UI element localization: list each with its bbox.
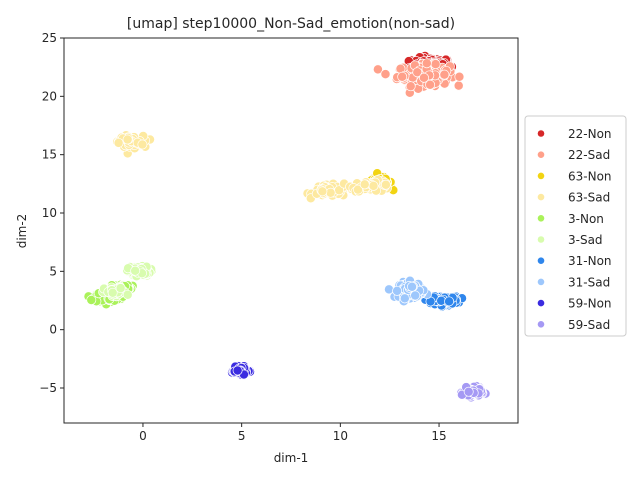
data-point (113, 137, 124, 148)
series-22-Sad (372, 58, 465, 98)
x-tick-label: 5 (238, 429, 246, 443)
data-point (130, 265, 141, 276)
data-point (115, 283, 126, 294)
data-point (86, 295, 97, 305)
legend-marker (537, 320, 545, 329)
chart-title: [umap] step10000_Non-Sad_emotion(non-sad… (127, 16, 455, 32)
legend: 22-Non 22-Sad 63-Non 63-Sad 3-Non 3-Sad 31-Non… (524, 115, 627, 337)
legend-label: 63-Non (568, 169, 612, 183)
y-tick-label: 10 (42, 206, 57, 220)
y-tick-label: 5 (49, 264, 57, 278)
legend-marker (537, 277, 545, 286)
x-axis-label: dim-1 (274, 451, 309, 465)
legend-label: 22-Non (568, 127, 612, 141)
data-point (359, 179, 370, 190)
y-tick-label: 15 (42, 148, 57, 162)
legend-marker (537, 235, 545, 244)
legend-label: 3-Sad (568, 233, 603, 247)
data-point (425, 79, 436, 90)
x-tick-label: 15 (431, 429, 446, 443)
series-59-Non (227, 361, 256, 380)
legend-marker (537, 214, 545, 223)
legend-label: 59-Sad (568, 318, 610, 332)
y-tick-label: 0 (49, 323, 57, 337)
data-point (439, 69, 450, 80)
y-tick-label: −5 (39, 381, 57, 395)
legend-marker (537, 171, 545, 180)
data-point (380, 69, 391, 80)
series-3-Sad (98, 261, 157, 302)
data-point (405, 81, 416, 92)
series-63-Sad (112, 130, 392, 204)
legend-label: 63-Sad (568, 191, 610, 205)
legend-label: 3-Non (568, 212, 604, 226)
data-point (107, 287, 118, 298)
legend-label: 31-Sad (568, 275, 610, 289)
data-point (122, 134, 133, 145)
legend-marker (537, 193, 545, 201)
data-point (317, 186, 328, 197)
data-point (397, 71, 408, 82)
data-point (232, 365, 243, 376)
data-point (430, 59, 441, 70)
points-layer (83, 51, 491, 403)
data-point (454, 71, 465, 82)
series-31-Sad (384, 275, 432, 307)
legend-marker (537, 129, 545, 138)
data-point (421, 58, 432, 69)
plot-frame (63, 37, 519, 424)
y-axis: −5 0 5 10 15 20 25 (39, 31, 64, 395)
data-point (410, 290, 421, 301)
legend-label: 59-Non (568, 297, 612, 311)
data-point (384, 284, 394, 295)
data-point (122, 289, 133, 300)
x-tick-label: 10 (333, 429, 348, 443)
legend-label: 31-Non (568, 254, 612, 268)
legend-frame (524, 115, 627, 337)
legend-label: 22-Sad (568, 148, 610, 162)
y-axis-label: dim-2 (15, 214, 29, 249)
data-point (372, 64, 383, 75)
x-axis: 0 5 10 15 (139, 423, 447, 443)
data-point (407, 281, 417, 292)
data-point (463, 386, 474, 397)
legend-marker (537, 150, 545, 159)
legend-marker (537, 299, 545, 307)
x-tick-label: 0 (139, 429, 147, 443)
data-point (380, 179, 391, 190)
data-point (137, 139, 148, 150)
y-tick-label: 20 (42, 89, 57, 103)
series-59-Sad (456, 381, 491, 403)
data-point (453, 80, 464, 91)
data-point (399, 293, 410, 304)
data-point (325, 187, 336, 198)
data-point (419, 72, 429, 83)
data-point (392, 285, 403, 296)
data-point (444, 296, 455, 307)
legend-marker (537, 256, 545, 265)
data-point (368, 180, 379, 191)
series-31-Non (420, 291, 467, 312)
data-point (353, 184, 363, 195)
y-tick-label: 25 (42, 31, 57, 45)
